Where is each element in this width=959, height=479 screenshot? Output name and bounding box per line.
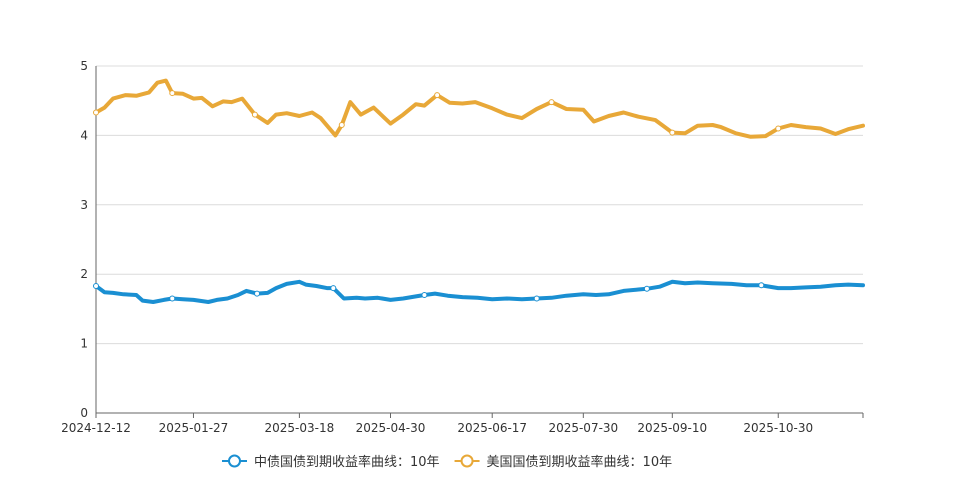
- x-tick-label: 2025-09-10: [637, 421, 707, 435]
- x-tick-label: 2025-01-27: [159, 421, 229, 435]
- y-tick-label: 0: [80, 406, 88, 420]
- legend-label: 美国国债到期收益率曲线：10年: [487, 454, 673, 470]
- x-tick-label: 2024-12-12: [61, 421, 131, 435]
- plot-area: [93, 78, 865, 304]
- data-point: [93, 282, 99, 289]
- data-point: [169, 90, 176, 97]
- data-point: [758, 282, 765, 289]
- x-tick-label: 2025-04-30: [356, 421, 426, 435]
- data-point: [533, 295, 540, 302]
- data-point: [434, 92, 441, 99]
- y-tick-label: 1: [80, 337, 88, 351]
- y-tick-label: 3: [80, 198, 88, 212]
- data-point: [421, 292, 428, 299]
- series-line-2: [94, 78, 865, 139]
- axes: 0 1 2 3 4 5 2024-12-12 2025-01-27 2025-03-18 2025…: [61, 59, 864, 435]
- y-tick-label: 5: [80, 59, 88, 73]
- data-point: [775, 125, 782, 132]
- legend-marker-icon: [228, 454, 241, 468]
- data-point: [643, 285, 650, 292]
- data-point: [669, 129, 676, 136]
- data-point: [338, 121, 345, 128]
- legend[interactable]: 中债国债到期收益率曲线：10年 美国国债到期收益率曲线：10年: [222, 454, 672, 470]
- legend-marker-icon: [460, 454, 474, 468]
- legend-item-2[interactable]: 美国国债到期收益率曲线：10年: [454, 454, 673, 470]
- data-point: [548, 99, 555, 106]
- x-tick-label: 2025-06-17: [457, 421, 527, 435]
- y-tick-label: 4: [80, 128, 88, 142]
- x-tick-label: 2025-10-30: [743, 421, 813, 435]
- legend-label: 中债国债到期收益率曲线：10年: [254, 454, 440, 470]
- x-tick-label: 2025-07-30: [548, 421, 618, 435]
- data-point: [330, 285, 337, 292]
- y-tick-label: 2: [80, 267, 88, 281]
- data-point: [93, 109, 99, 116]
- x-tick-label: 2025-03-18: [265, 421, 335, 435]
- grid: [96, 65, 863, 345]
- series-line-1: [94, 279, 865, 304]
- data-point: [169, 295, 176, 302]
- data-point: [251, 111, 258, 118]
- legend-item-1[interactable]: 中债国债到期收益率曲线：10年: [222, 454, 440, 470]
- data-point: [254, 290, 261, 297]
